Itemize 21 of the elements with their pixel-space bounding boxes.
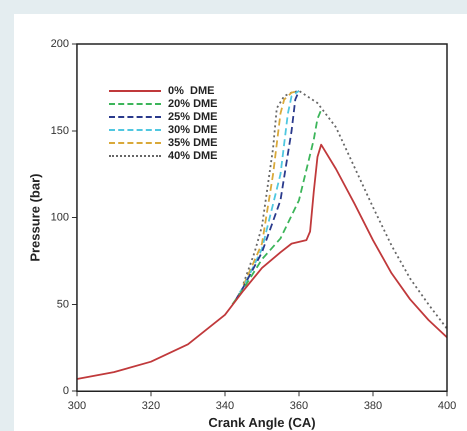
y-tick-label: 0 — [62, 385, 69, 398]
y-axis-title: Pressure (bar) — [27, 174, 42, 262]
legend-label: 40% DME — [168, 150, 218, 162]
x-tick-label: 320 — [142, 400, 160, 412]
line-series — [242, 90, 447, 330]
x-tick-label: 360 — [290, 400, 308, 412]
legend-label: 35% DME — [168, 136, 218, 148]
x-tick-label: 400 — [438, 400, 456, 412]
legend-label: 25% DME — [168, 110, 218, 122]
legend-label: 20% DME — [168, 98, 218, 110]
x-tick-label: 380 — [364, 400, 382, 412]
y-tick-label: 100 — [50, 212, 69, 224]
legend-label: 30% DME — [168, 124, 218, 136]
y-tick-label: 50 — [56, 298, 69, 310]
x-tick-label: 340 — [216, 400, 234, 412]
y-tick-label: 150 — [50, 124, 69, 137]
x-tick-label: 300 — [68, 400, 86, 412]
legend-label: 0% DME — [168, 84, 214, 96]
line-series — [231, 109, 322, 306]
y-tick-label: 200 — [50, 38, 69, 50]
x-axis-title: Crank Angle (CA) — [208, 414, 316, 430]
